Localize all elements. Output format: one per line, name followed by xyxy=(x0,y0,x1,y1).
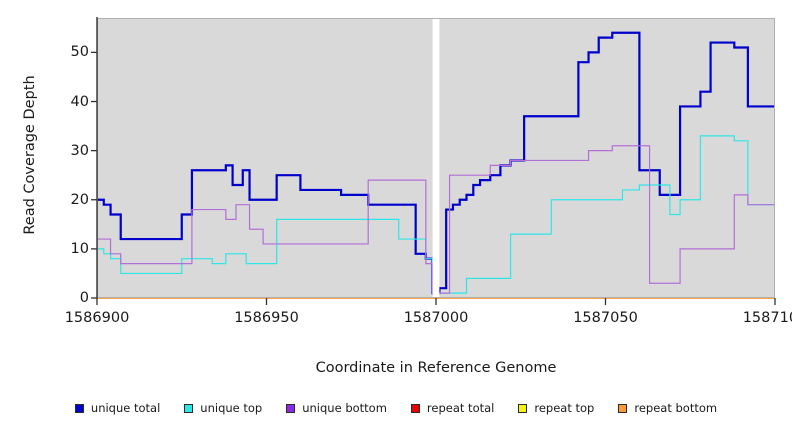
legend-item-repeat-top[interactable]: repeat top xyxy=(518,401,594,415)
legend-swatch-icon xyxy=(518,403,528,413)
legend-label: unique top xyxy=(200,401,263,415)
x-tick-label: 1587000 xyxy=(403,310,469,326)
coverage-gap-band xyxy=(432,18,440,298)
legend-swatch-icon xyxy=(184,403,194,413)
series-line-unique-top xyxy=(97,135,775,294)
legend-swatch-icon xyxy=(410,403,420,413)
y-tick-label: 0 xyxy=(79,290,89,306)
chart-legend: unique total unique top unique bottom repea… xyxy=(0,398,792,418)
legend-swatch-icon xyxy=(618,403,628,413)
x-tick-label: 1586900 xyxy=(64,310,130,326)
legend-label: repeat bottom xyxy=(634,401,718,415)
legend-item-unique-top[interactable]: unique top xyxy=(184,401,262,415)
legend-label: unique total xyxy=(90,401,161,415)
legend-item-repeat-bottom[interactable]: repeat bottom xyxy=(618,401,717,415)
legend-item-unique-total[interactable]: unique total xyxy=(74,401,161,415)
legend-label: repeat total xyxy=(426,401,495,415)
legend-label: unique bottom xyxy=(302,401,387,415)
x-tick-label: 1587100 xyxy=(742,310,792,326)
y-tick-label: 30 xyxy=(70,142,89,159)
legend-item-repeat-total[interactable]: repeat total xyxy=(410,401,495,415)
y-tick-label: 20 xyxy=(70,191,89,208)
legend-swatch-icon xyxy=(74,403,84,413)
y-tick-label: 50 xyxy=(70,44,89,61)
x-tick-label: 1587050 xyxy=(573,310,638,326)
legend-item-unique-bottom[interactable]: unique bottom xyxy=(286,401,387,415)
y-tick-label: 40 xyxy=(70,93,89,110)
legend-label: repeat top xyxy=(534,401,595,415)
y-tick-label: 10 xyxy=(70,240,89,257)
x-tick-label: 1586950 xyxy=(234,310,299,326)
legend-swatch-icon xyxy=(286,403,296,413)
y-axis-label: Read Coverage Depth xyxy=(22,75,38,235)
x-axis-label: Coordinate in Reference Genome xyxy=(315,360,557,376)
